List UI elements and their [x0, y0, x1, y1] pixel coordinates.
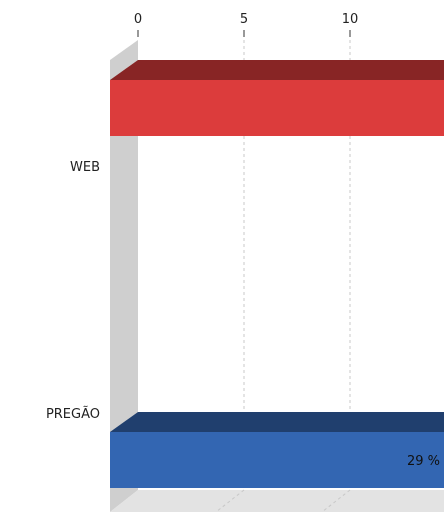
x-axis-ticks: 0 5 10: [134, 12, 358, 37]
x-tick-label: 10: [342, 12, 359, 27]
category-labels: WEB PREGÃO: [46, 160, 100, 422]
chart-floor: [110, 490, 444, 512]
category-label: PREGÃO: [46, 406, 100, 422]
chart-side-wall: [110, 40, 138, 512]
data-labels: 29 %: [407, 454, 440, 469]
bars: [110, 60, 444, 488]
x-tick-label: 5: [240, 12, 248, 27]
bar: [110, 432, 444, 488]
bar-top-face: [110, 60, 444, 80]
bar: [110, 80, 444, 136]
x-tick-label: 0: [134, 12, 142, 27]
bar-data-label: 29 %: [407, 454, 440, 469]
category-label: WEB: [70, 160, 100, 175]
bar-top-face: [110, 412, 444, 432]
